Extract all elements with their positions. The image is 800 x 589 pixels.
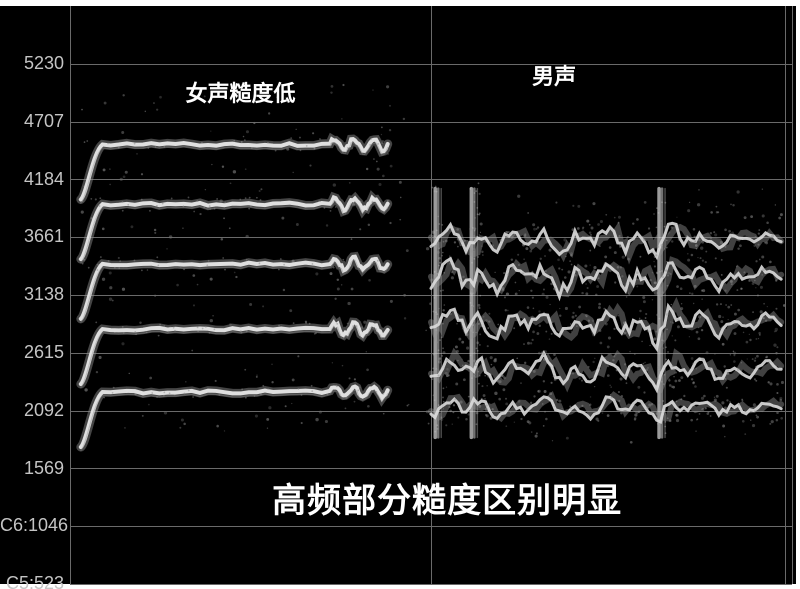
- spectrogram-figure: 52304707418436613138261520921569C6:1046C…: [0, 0, 800, 589]
- annotation-caption: 高频部分糙度区别明显: [272, 473, 622, 522]
- annotation-female: 女声糙度低: [186, 76, 296, 108]
- gridline-h: [70, 584, 792, 585]
- annotation-male: 男声: [532, 59, 576, 91]
- plot-area: 52304707418436613138261520921569C6:1046C…: [0, 6, 796, 584]
